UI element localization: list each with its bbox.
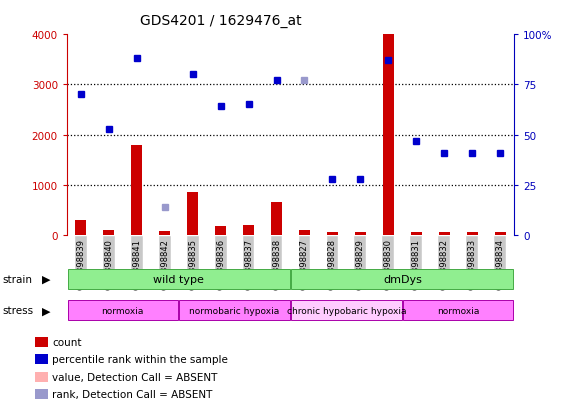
Text: percentile rank within the sample: percentile rank within the sample [52,354,228,364]
Bar [103,230,114,235]
Bar [291,269,514,289]
Text: value, Detection Call = ABSENT: value, Detection Call = ABSENT [52,372,218,382]
Text: strain: strain [3,274,33,284]
Bar [67,301,178,320]
Bar [411,233,422,235]
Text: ▶: ▶ [42,274,51,284]
Text: dmDys: dmDys [383,274,422,284]
Bar [187,193,198,235]
Text: count: count [52,337,82,347]
Bar [439,233,450,235]
Bar [159,231,170,235]
Bar [243,226,254,235]
Bar [383,35,394,235]
Bar [180,301,290,320]
Bar [299,230,310,235]
Text: stress: stress [3,306,34,316]
Bar [131,145,142,235]
Bar [215,227,226,235]
Text: GDS4201 / 1629476_at: GDS4201 / 1629476_at [140,14,302,28]
Text: rank, Detection Call = ABSENT: rank, Detection Call = ABSENT [52,389,213,399]
Text: normobaric hypoxia: normobaric hypoxia [189,306,279,315]
Text: ▶: ▶ [42,306,51,316]
Bar [271,203,282,235]
Text: wild type: wild type [153,274,204,284]
Bar [403,301,514,320]
Bar [494,233,506,235]
Bar [467,233,478,235]
Text: normoxia: normoxia [437,306,479,315]
Bar [327,233,338,235]
Bar [67,269,290,289]
Text: chronic hypobaric hypoxia: chronic hypobaric hypoxia [286,306,406,315]
Bar [291,301,401,320]
Text: normoxia: normoxia [102,306,144,315]
Bar [75,221,87,235]
Bar [355,233,366,235]
